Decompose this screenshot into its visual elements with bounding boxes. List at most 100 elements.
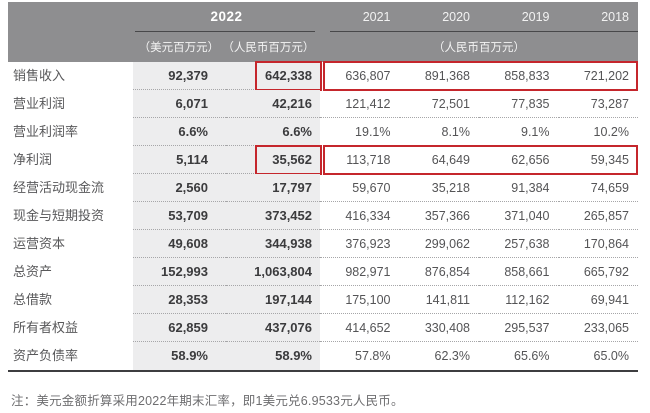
cell-2018: 65.0% <box>593 349 629 363</box>
cell-2021: 59,670 <box>320 174 400 202</box>
row-history-cells: 982,971 876,854 858,661 665,792 <box>320 258 638 286</box>
cell-2021: 982,971 <box>320 258 400 286</box>
row-history-cells: 636,807 891,368 858,833 721,202 <box>320 62 638 90</box>
row-history-cells: 121,412 72,501 77,835 73,287 <box>320 90 638 118</box>
header-year-2018: 2018 <box>601 9 629 24</box>
cell-2018: 59,345 <box>558 146 638 174</box>
cell-rmb-2022: 373,452 <box>226 202 320 230</box>
row-history-cells: 59,670 35,218 91,384 74,659 <box>320 174 638 202</box>
cell-2020: 357,366 <box>399 202 479 230</box>
cell-usd-2022: 6.6% <box>133 118 226 146</box>
row-history-cells: 175,100 141,811 112,162 69,941 <box>320 286 638 314</box>
cell-2019: 77,835 <box>479 90 559 118</box>
table-body: 销售收入 92,379 642,338 636,807 891,368 858,833 72… <box>8 61 638 372</box>
cell-2018: 265,857 <box>558 202 638 230</box>
row-label: 经营活动现金流 <box>13 180 105 195</box>
cell-usd-2022: 5,114 <box>133 146 226 174</box>
row-label: 净利润 <box>13 152 53 167</box>
cell-2020: 72,501 <box>399 90 479 118</box>
cell-rmb-2022: 344,938 <box>226 230 320 258</box>
cell-2018: 73,287 <box>558 90 638 118</box>
header-year-2020: 2020 <box>442 9 470 24</box>
header-units-years: （人民币百万元） <box>433 42 525 54</box>
row-history-cells: 113,718 64,649 62,656 59,345 <box>320 146 638 174</box>
cell-2020: 141,811 <box>399 286 479 314</box>
cell-usd-2022: 2,560 <box>133 174 226 202</box>
row-label: 总借款 <box>13 292 53 307</box>
table-row: 总资产 152,993 1,063,804 982,971 876,854 858,661… <box>8 258 638 286</box>
footnote: 注：美元金额折算采用2022年期末汇率，即1美元兑6.9533元人民币。 <box>11 394 404 408</box>
row-label: 资产负债率 <box>13 348 79 363</box>
cell-usd-2022: 6,071 <box>133 90 226 118</box>
cell-2021: 376,923 <box>320 230 400 258</box>
cell-2021: 57.8% <box>355 349 391 363</box>
cell-2019: 295,537 <box>479 314 559 342</box>
cell-rmb-2022: 42,216 <box>226 90 320 118</box>
table-row: 所有者权益 62,859 437,076 414,652 330,408 295,537 2… <box>8 314 638 342</box>
header-year-2022: 2022 <box>210 9 243 24</box>
cell-rmb-2022: 17,797 <box>226 174 320 202</box>
cell-rmb-2022: 6.6% <box>226 118 320 146</box>
cell-2020: 62.3% <box>434 349 470 363</box>
cell-2019: 257,638 <box>479 230 559 258</box>
cell-2020: 891,368 <box>399 62 479 90</box>
row-history-cells: 19.1% 8.1% 9.1% 10.2% <box>320 118 638 146</box>
cell-2018: 721,202 <box>558 62 638 90</box>
header-years-row: 2021 2020 2019 2018 <box>320 2 638 31</box>
row-label: 营业利润 <box>13 96 66 111</box>
cell-2018: 233,065 <box>558 314 638 342</box>
table-row: 现金与短期投资 53,709 373,452 416,334 357,366 371,04… <box>8 202 638 230</box>
table-row: 营业利润率 6.6% 6.6% 19.1% 8.1% 9.1% 10.2% <box>8 118 638 146</box>
cell-2018: 69,941 <box>558 286 638 314</box>
table-row: 资产负债率 58.9% 58.9% 57.8% 62.3% 65.6% 65.0% <box>8 342 638 370</box>
row-history-cells: 376,923 299,062 257,638 170,864 <box>320 230 638 258</box>
cell-2020: 330,408 <box>399 314 479 342</box>
cell-2019: 65.6% <box>514 349 550 363</box>
cell-2021: 19.1% <box>320 118 400 146</box>
row-label: 运营资本 <box>13 236 66 251</box>
cell-2019: 9.1% <box>479 118 559 146</box>
cell-rmb-2022: 35,562 <box>226 146 320 174</box>
cell-2018: 10.2% <box>558 118 638 146</box>
header-units-2022: （美元百万元） （人民币百万元） <box>138 42 315 54</box>
row-history-cells: 57.8% 62.3% 65.6% 65.0% <box>320 342 638 370</box>
cell-2021: 414,652 <box>320 314 400 342</box>
cell-rmb-2022: 437,076 <box>226 314 320 342</box>
cell-usd-2022: 152,993 <box>133 258 226 286</box>
cell-2019: 371,040 <box>479 202 559 230</box>
row-label: 所有者权益 <box>13 320 79 335</box>
header-year-2021: 2021 <box>362 9 391 24</box>
cell-2020: 876,854 <box>399 258 479 286</box>
cell-2021: 175,100 <box>320 286 400 314</box>
cell-usd-2022: 49,608 <box>133 230 226 258</box>
row-history-cells: 414,652 330,408 295,537 233,065 <box>320 314 638 342</box>
row-label: 营业利润率 <box>13 124 79 139</box>
cell-2019: 858,661 <box>479 258 559 286</box>
cell-2021: 113,718 <box>320 146 400 174</box>
table-row: 运营资本 49,608 344,938 376,923 299,062 257,638 17… <box>8 230 638 258</box>
header-year-2019: 2019 <box>521 9 550 24</box>
cell-rmb-2022: 58.9% <box>226 342 320 370</box>
header-rule-2022 <box>135 31 315 32</box>
row-history-cells: 416,334 357,366 371,040 265,857 <box>320 202 638 230</box>
cell-2020: 299,062 <box>399 230 479 258</box>
header-group-history-years: 2021 2020 2019 2018 （人民币百万元） <box>320 2 638 62</box>
cell-2019: 91,384 <box>479 174 559 202</box>
table-header: 2022 （美元百万元） （人民币百万元） 2021 2020 2019 201… <box>8 2 638 62</box>
cell-2018: 170,864 <box>558 230 638 258</box>
financial-summary-table: 2022 （美元百万元） （人民币百万元） 2021 2020 2019 201… <box>8 2 638 372</box>
cell-2021: 416,334 <box>320 202 400 230</box>
cell-2019: 62,656 <box>479 146 559 174</box>
header-rule-years <box>330 31 638 32</box>
table-row: 经营活动现金流 2,560 17,797 59,670 35,218 91,384 74,6… <box>8 174 638 202</box>
cell-rmb-2022: 197,144 <box>226 286 320 314</box>
table-row: 净利润 5,114 35,562 113,718 64,649 62,656 59,345 <box>8 145 638 175</box>
cell-rmb-2022: 1,063,804 <box>226 258 320 286</box>
row-label: 总资产 <box>13 264 53 279</box>
cell-usd-2022: 58.9% <box>133 342 226 370</box>
cell-2018: 74,659 <box>558 174 638 202</box>
cell-rmb-2022: 642,338 <box>226 62 320 90</box>
header-label-spacer <box>8 2 133 62</box>
header-group-2022: 2022 （美元百万元） （人民币百万元） <box>133 2 320 62</box>
